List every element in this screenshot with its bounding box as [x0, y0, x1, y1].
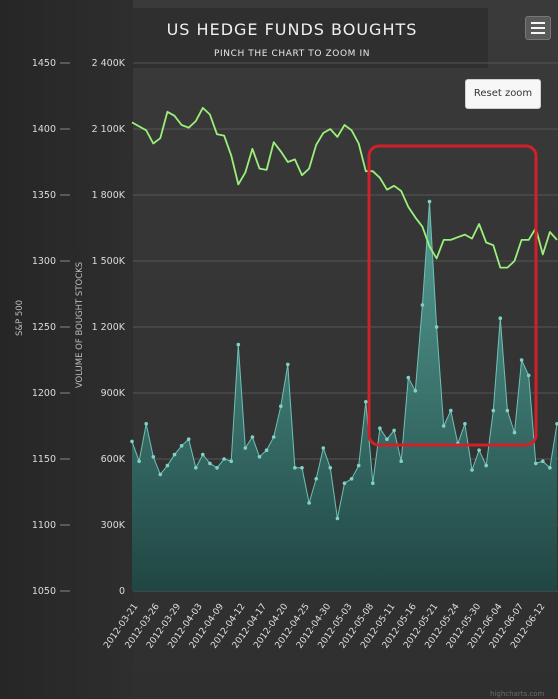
- sp500-line: [131, 107, 558, 269]
- volume-point: [477, 448, 481, 453]
- volume-point: [484, 463, 489, 468]
- volume-point: [293, 466, 297, 470]
- volume-point: [215, 466, 219, 470]
- y-tick-label-right: 300K: [101, 520, 126, 531]
- volume-point: [279, 404, 283, 409]
- volume-point: [130, 439, 134, 444]
- volume-point: [165, 463, 170, 468]
- volume-point: [498, 316, 503, 321]
- y-tick-label-left: 1250: [32, 322, 56, 333]
- volume-area: [132, 201, 557, 591]
- y-tick-label-left: 1400: [32, 124, 56, 135]
- y-tick-label-right: 1 800K: [92, 190, 126, 201]
- y-tick-label-right: 600K: [101, 454, 126, 465]
- volume-point: [434, 325, 439, 329]
- volume-point: [257, 455, 262, 459]
- hamburger-menu-icon[interactable]: [525, 16, 551, 40]
- volume-point: [250, 435, 255, 439]
- reset-zoom-button[interactable]: Reset zoom: [465, 79, 541, 109]
- y-axis-title-left: S&P 500: [15, 300, 25, 336]
- volume-point: [151, 455, 156, 459]
- volume-point: [314, 477, 319, 481]
- y-tick-label-left: 1300: [32, 256, 56, 267]
- y-tick-label-left: 1200: [32, 388, 56, 399]
- volume-point: [342, 481, 347, 486]
- volume-point: [420, 303, 425, 307]
- axis-panel: [0, 0, 133, 699]
- volume-point: [335, 516, 340, 521]
- volume-point: [399, 459, 404, 464]
- volume-point: [321, 446, 326, 450]
- volume-point: [427, 199, 432, 204]
- credit-text: highcharts.com: [490, 690, 545, 698]
- volume-point: [526, 373, 531, 378]
- volume-point: [144, 422, 148, 426]
- volume-point: [349, 477, 354, 481]
- volume-point: [449, 408, 453, 413]
- y-axis-title-right: VOLUME OF BOUGHT STOCKS: [75, 262, 85, 388]
- volume-point: [385, 437, 389, 442]
- y-tick-label-right: 900K: [101, 388, 126, 399]
- volume-point: [194, 466, 198, 470]
- volume-point: [413, 389, 418, 393]
- volume-point: [300, 466, 304, 470]
- volume-point: [286, 362, 290, 367]
- highlight-rectangle: [367, 144, 538, 447]
- y-tick-label-right: 1 200K: [92, 322, 126, 333]
- chart-title: US HEDGE FUNDS BOUGHTS: [166, 20, 418, 39]
- volume-point: [548, 466, 552, 470]
- volume-point: [378, 426, 382, 431]
- y-tick-label-right: 2 100K: [92, 124, 126, 135]
- volume-point: [470, 468, 474, 472]
- volume-point: [236, 342, 241, 347]
- volume-point: [172, 452, 177, 457]
- volume-point: [555, 422, 558, 426]
- volume-point: [208, 461, 212, 466]
- y-tick-label-left: 1450: [32, 58, 56, 69]
- volume-point: [505, 408, 510, 413]
- volume-point: [356, 463, 361, 468]
- y-tick-label-left: 1150: [32, 454, 56, 465]
- volume-point: [534, 461, 538, 466]
- volume-point: [137, 459, 141, 464]
- volume-point: [243, 446, 248, 450]
- y-tick-label-left: 1050: [32, 586, 56, 597]
- y-tick-label-right: 1 500K: [92, 256, 126, 267]
- volume-point: [264, 448, 269, 453]
- volume-point: [229, 459, 233, 464]
- chart-header: [133, 8, 488, 68]
- volume-point: [201, 452, 205, 457]
- volume-point: [463, 422, 467, 426]
- volume-point: [541, 459, 545, 464]
- volume-point: [406, 375, 411, 380]
- volume-point: [328, 466, 333, 470]
- volume-point: [158, 472, 163, 477]
- volume-point: [441, 424, 446, 428]
- volume-point: [392, 428, 396, 433]
- volume-point: [186, 437, 191, 442]
- y-tick-label-left: 1100: [32, 520, 56, 531]
- volume-point: [307, 501, 311, 505]
- y-tick-label-left: 1350: [32, 190, 56, 201]
- volume-point: [519, 358, 524, 362]
- volume-point: [179, 444, 184, 448]
- volume-point: [371, 481, 375, 486]
- y-tick-label-right: 0: [119, 586, 125, 597]
- volume-point: [364, 400, 368, 404]
- volume-point: [491, 408, 496, 413]
- volume-point: [512, 430, 517, 435]
- volume-point: [271, 435, 276, 439]
- y-tick-label-right: 2 400K: [92, 58, 126, 69]
- volume-point: [222, 457, 226, 461]
- chart-subtitle: PINCH THE CHART TO ZOOM IN: [213, 49, 371, 59]
